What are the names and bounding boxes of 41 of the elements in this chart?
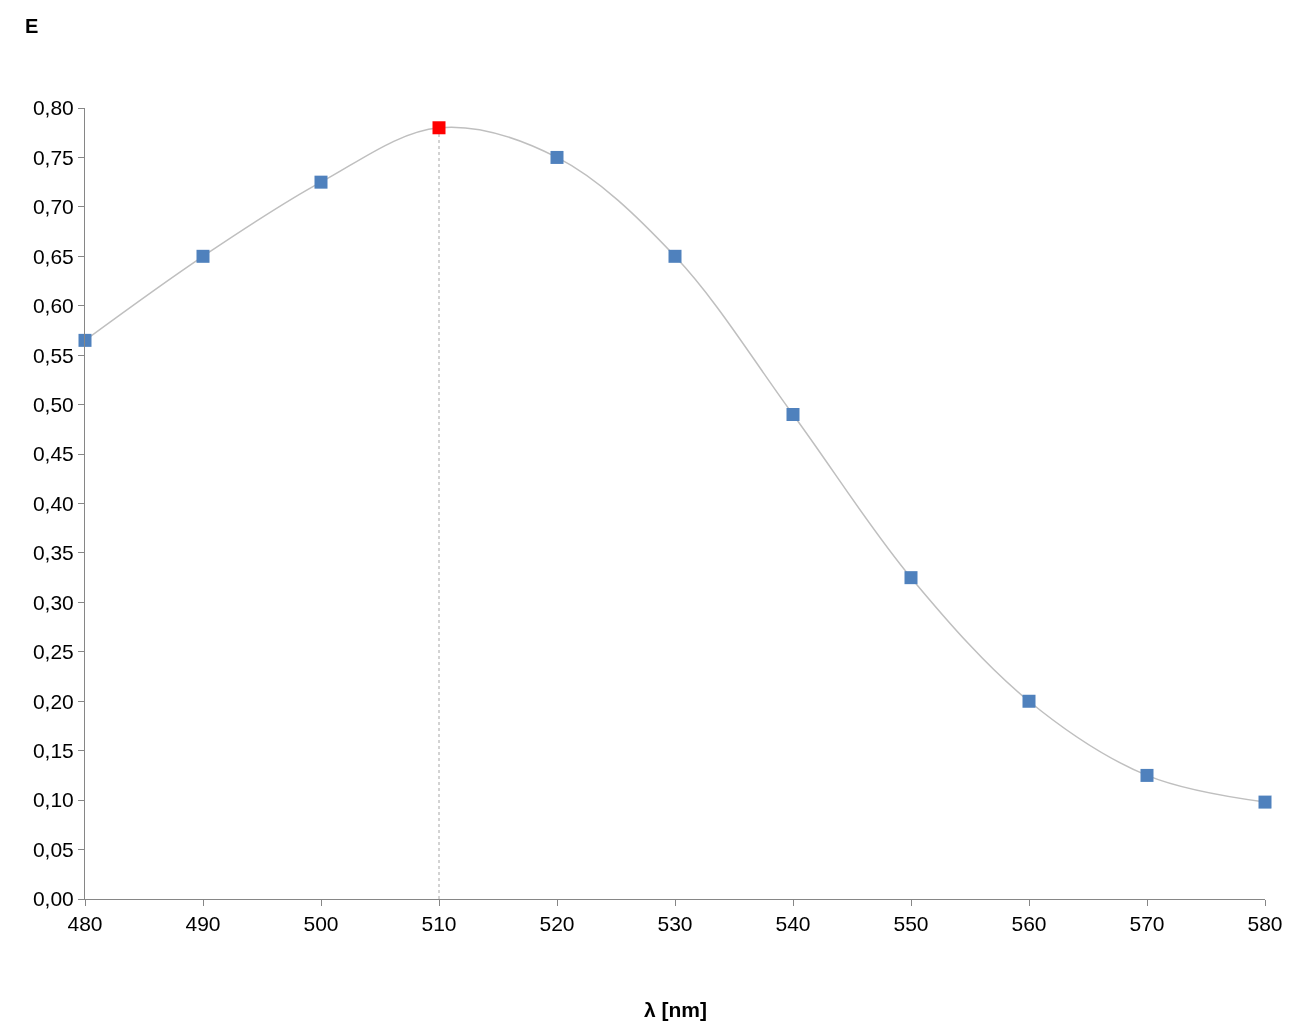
y-tick-label: 0,60 [32, 294, 74, 318]
y-tick-label: 0,00 [32, 887, 74, 911]
x-tick-label: 490 [185, 912, 221, 936]
y-tick-label: 0,70 [32, 195, 74, 219]
x-tick-label: 570 [1129, 912, 1165, 936]
y-tick-label: 0,15 [32, 739, 74, 763]
y-tick-label: 0,20 [32, 689, 74, 713]
y-tick-label: 0,05 [32, 837, 74, 861]
point [786, 408, 800, 422]
x-tick-label: 500 [303, 912, 339, 936]
x-tick-label: 520 [539, 912, 575, 936]
x-tick-label: 540 [775, 912, 811, 936]
point [196, 249, 210, 263]
y-tick-label: 0,40 [32, 491, 74, 515]
x-tick-label: 560 [1011, 912, 1047, 936]
point [668, 249, 682, 263]
y-tick-label: 0,10 [32, 788, 74, 812]
point [78, 333, 92, 347]
x-tick-label: 510 [421, 912, 457, 936]
point [550, 150, 564, 164]
point [1258, 795, 1272, 809]
point [1022, 694, 1036, 708]
x-axis-title: λ [nm] [644, 998, 707, 1021]
x-tick-label: 580 [1247, 912, 1283, 936]
y-tick-label: 0,35 [32, 541, 74, 565]
y-tick-label: 0,55 [32, 343, 74, 367]
y-tick-label: 0,50 [32, 392, 74, 416]
point [314, 175, 328, 189]
y-tick-label: 0,65 [32, 244, 74, 268]
x-tick-label: 550 [893, 912, 929, 936]
x-tick-label: 530 [657, 912, 693, 936]
point [432, 121, 446, 135]
y-tick-label: 0,80 [32, 96, 74, 120]
y-tick-label: 0,30 [32, 590, 74, 614]
point [1140, 768, 1154, 782]
y-tick-label: 0,75 [32, 145, 74, 169]
point [904, 571, 918, 585]
y-tick-label: 0,45 [32, 442, 74, 466]
y-tick-label: 0,25 [32, 640, 74, 664]
x-tick-label: 480 [67, 912, 103, 936]
y-axis-title: E [25, 15, 39, 37]
